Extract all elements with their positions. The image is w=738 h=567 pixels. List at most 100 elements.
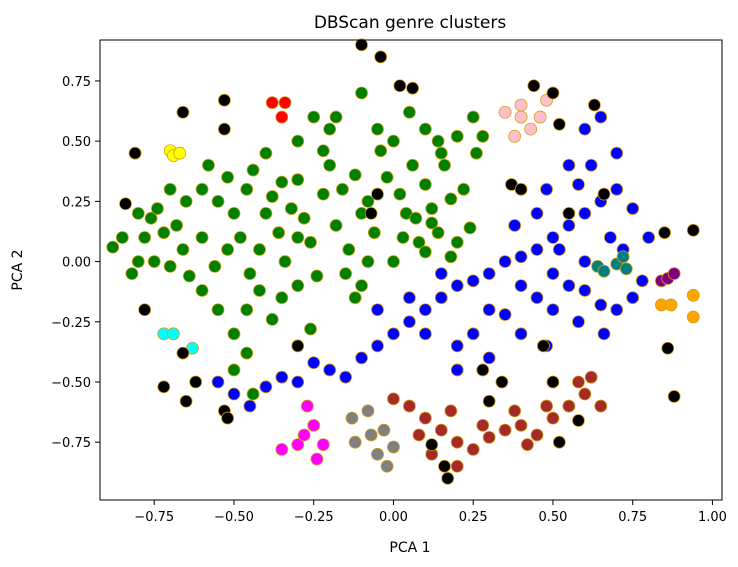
scatter-point — [546, 231, 560, 244]
scatter-point — [195, 182, 209, 196]
scatter-point — [584, 158, 598, 172]
scatter-point — [466, 274, 480, 288]
scatter-point — [476, 418, 490, 432]
scatter-point — [202, 158, 215, 172]
scatter-point — [418, 245, 432, 259]
scatter-point — [578, 284, 592, 297]
scatter-point — [562, 219, 576, 232]
scatter-point — [348, 291, 362, 305]
scatter-point — [409, 211, 423, 225]
scatter-point — [291, 279, 305, 293]
scatter-point — [450, 279, 464, 293]
scatter-point — [361, 255, 375, 268]
scatter-point — [562, 207, 576, 220]
x-tick-label: −0.25 — [294, 510, 334, 525]
scatter-point — [275, 291, 289, 305]
scatter-point — [552, 117, 566, 131]
scatter-point — [380, 459, 394, 473]
scatter-point — [374, 50, 388, 64]
scatter-point — [406, 158, 419, 172]
scatter-point — [176, 105, 190, 119]
scatter-point — [291, 173, 305, 187]
series-1 — [211, 110, 656, 413]
scatter-point — [572, 178, 585, 191]
scatter-point — [361, 194, 375, 208]
scatter-point — [189, 375, 203, 389]
scatter-point — [578, 207, 592, 220]
scatter-point — [291, 339, 305, 353]
scatter-point — [403, 315, 416, 329]
scatter-point — [466, 110, 480, 124]
x-tick-label: 0.75 — [618, 510, 647, 525]
scatter-point — [434, 291, 448, 305]
scatter-point — [546, 267, 560, 281]
scatter-point — [508, 129, 522, 143]
chart-title: DBScan genre clusters — [314, 13, 507, 33]
x-tick-label: 0.00 — [379, 510, 408, 525]
scatter-point — [610, 303, 624, 317]
scatter-point — [316, 144, 330, 158]
series-12 — [119, 38, 700, 485]
scatter-point — [304, 322, 317, 336]
scatter-point — [316, 438, 330, 452]
scatter-point — [284, 202, 298, 215]
scatter-point — [310, 269, 324, 283]
scatter-point — [418, 122, 432, 136]
scatter-point — [431, 226, 445, 240]
scatter-point — [387, 134, 400, 148]
scatter-point — [530, 243, 544, 256]
series-3 — [345, 404, 400, 473]
scatter-point — [441, 471, 455, 485]
scatter-point — [482, 267, 496, 281]
scatter-point — [466, 443, 480, 456]
scatter-point — [227, 207, 241, 220]
scatter-point — [552, 243, 566, 256]
scatter-point — [619, 262, 633, 276]
scatter-point — [438, 459, 451, 473]
y-tick-label: 0.25 — [62, 195, 91, 210]
scatter-point — [243, 267, 257, 281]
scatter-point — [438, 158, 451, 172]
scatter-point — [412, 235, 426, 249]
scatter-point — [364, 428, 378, 442]
scatter-point — [588, 98, 601, 112]
scatter-point — [466, 327, 480, 341]
series-10 — [654, 267, 681, 288]
scatter-point — [243, 399, 257, 413]
scatter-point — [562, 279, 576, 293]
scatter-point — [163, 182, 177, 196]
scatter-point — [342, 243, 356, 256]
scatter-point — [275, 175, 289, 189]
scatter-point — [227, 363, 241, 377]
scatter-point — [259, 146, 273, 160]
scatter-point — [329, 219, 343, 232]
scatter-point — [371, 339, 384, 353]
series-5 — [498, 93, 553, 143]
scatter-point — [546, 303, 560, 317]
scatter-point — [495, 375, 509, 389]
scatter-point — [367, 226, 381, 240]
scatter-point — [217, 93, 231, 107]
scatter-point — [265, 96, 279, 110]
x-axis-label: PCA 1 — [389, 540, 430, 556]
scatter-point — [444, 192, 458, 206]
scatter-point — [131, 255, 145, 268]
series-4 — [275, 399, 330, 466]
y-tick-label: −0.50 — [51, 376, 91, 391]
scatter-point — [540, 399, 553, 413]
scatter-point — [246, 387, 260, 401]
scatter-point — [144, 211, 158, 225]
scatter-point — [291, 438, 305, 452]
x-tick-label: 0.25 — [459, 510, 488, 525]
scatter-point — [371, 187, 384, 201]
scatter-point — [594, 399, 608, 413]
scatter-point — [339, 267, 353, 281]
scatter-point — [138, 231, 152, 244]
scatter-point — [300, 399, 314, 413]
scatter-point — [323, 158, 337, 172]
y-axis-ticks: −0.75 −0.50 −0.25 0.00 0.25 0.50 0.75 — [51, 75, 100, 451]
scatter-point — [597, 264, 611, 278]
scatter-point — [387, 392, 400, 406]
scatter-point — [498, 308, 512, 321]
